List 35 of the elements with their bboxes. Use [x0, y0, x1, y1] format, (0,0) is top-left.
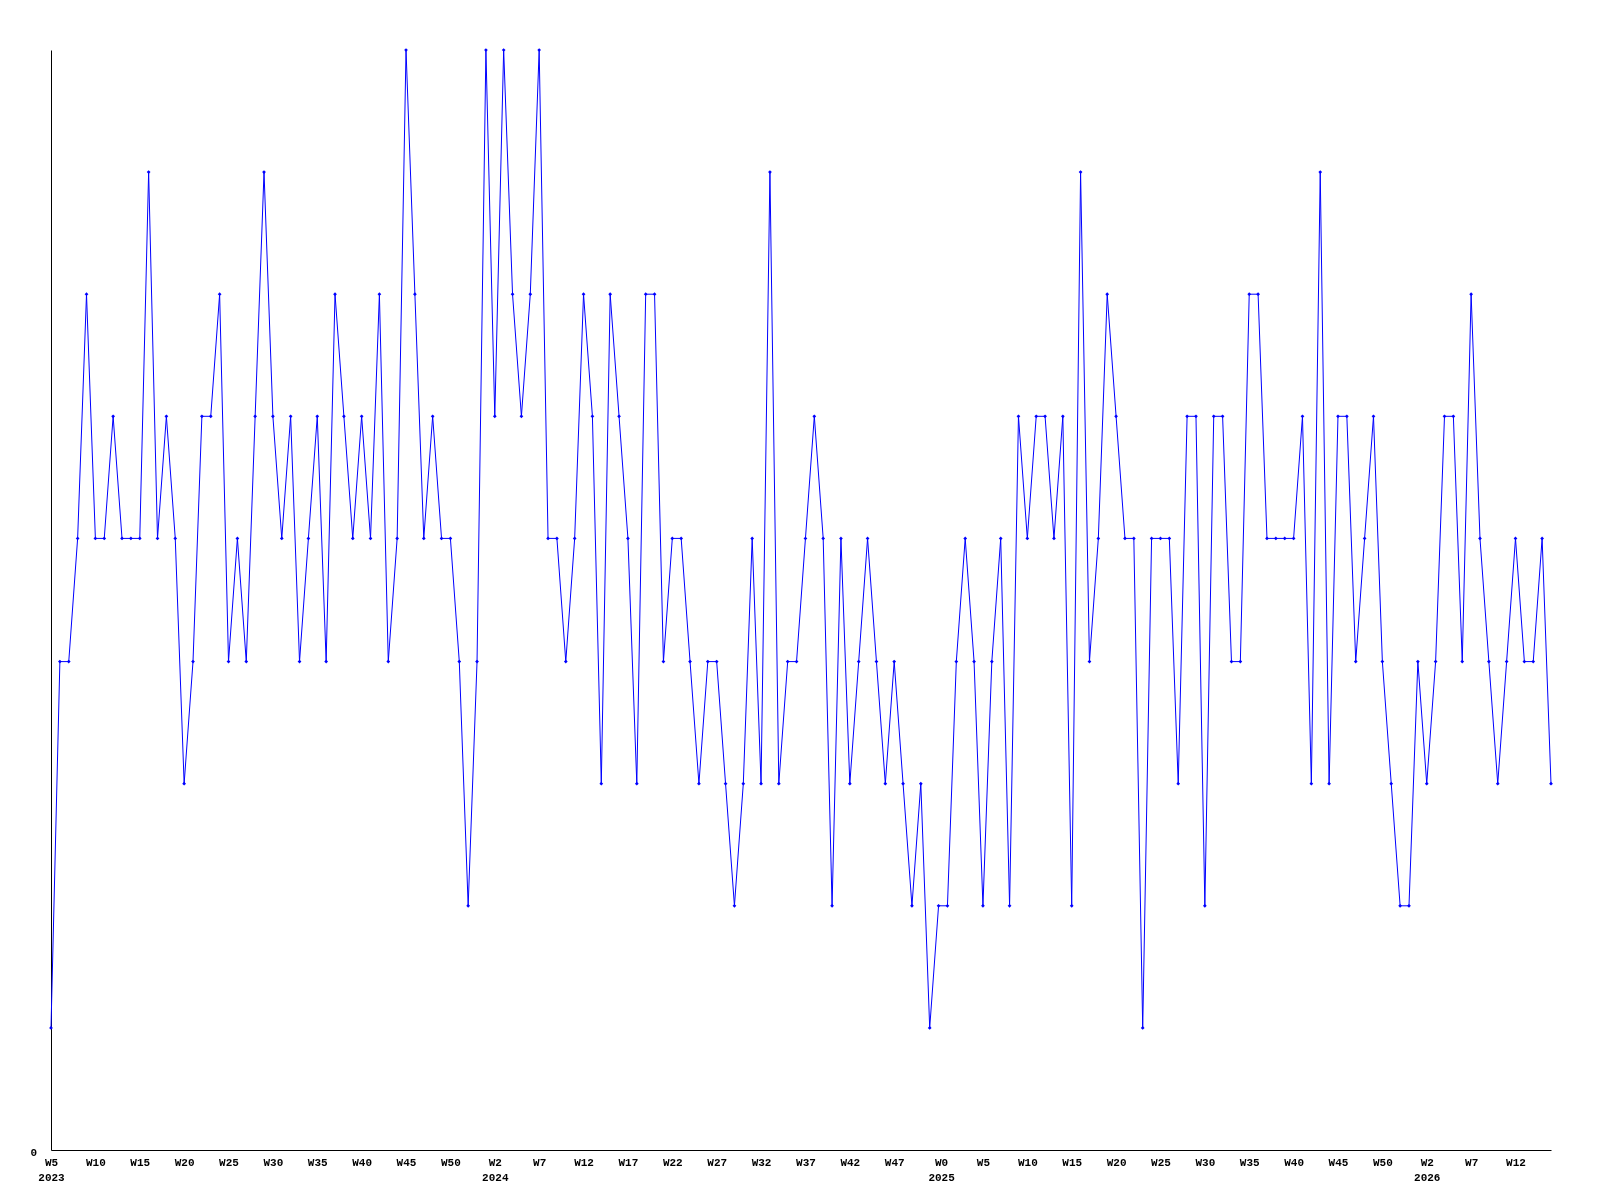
x-tick-label: W15: [1062, 1156, 1083, 1169]
x-tick-label: W2 2024: [482, 1156, 509, 1184]
x-tick-label: W50: [1372, 1156, 1393, 1169]
x-tick-label: W27: [707, 1156, 728, 1169]
x-tick-label: W17: [618, 1156, 639, 1169]
x-tick-label: W42: [840, 1156, 861, 1169]
x-tick-label: W12: [574, 1156, 594, 1169]
x-tick-label: W40: [1284, 1156, 1305, 1169]
x-tick-label: W15: [130, 1156, 151, 1169]
x-tick-label: W30: [1195, 1156, 1216, 1169]
x-tick-label: W35: [307, 1156, 329, 1169]
x-tick-label: W40: [352, 1156, 373, 1169]
x-tick-label: W25: [219, 1156, 240, 1169]
x-tick-label: W2 2026: [1414, 1156, 1441, 1184]
x-tick-label: W5: [976, 1156, 991, 1169]
x-tick-label: W12: [1506, 1156, 1526, 1169]
x-tick-label: W5 2023: [38, 1156, 66, 1184]
x-tick-label: W37: [796, 1156, 816, 1169]
x-tick-label: W22: [662, 1156, 683, 1169]
x-tick-label: W0 2025: [928, 1156, 956, 1184]
x-tick-label: W20: [1106, 1156, 1127, 1169]
x-tick-label: W47: [884, 1156, 905, 1169]
x-tick-label: W7: [533, 1156, 547, 1169]
x-tick-label: W50: [441, 1156, 461, 1169]
x-tick-label: W7: [1465, 1156, 1479, 1169]
x-tick-label: W35: [1239, 1156, 1261, 1169]
x-tick-label: W25: [1151, 1156, 1172, 1169]
x-tick-label: W20: [174, 1156, 195, 1169]
x-tick-label: W45: [396, 1156, 417, 1169]
x-tick-label: W30: [263, 1156, 284, 1169]
x-tick-label: W10: [85, 1156, 106, 1169]
x-tick-label: W32: [751, 1156, 772, 1169]
x-tick-label: W45: [1328, 1156, 1349, 1169]
x-tick-label: W10: [1017, 1156, 1038, 1169]
text: 0: [30, 1147, 37, 1159]
